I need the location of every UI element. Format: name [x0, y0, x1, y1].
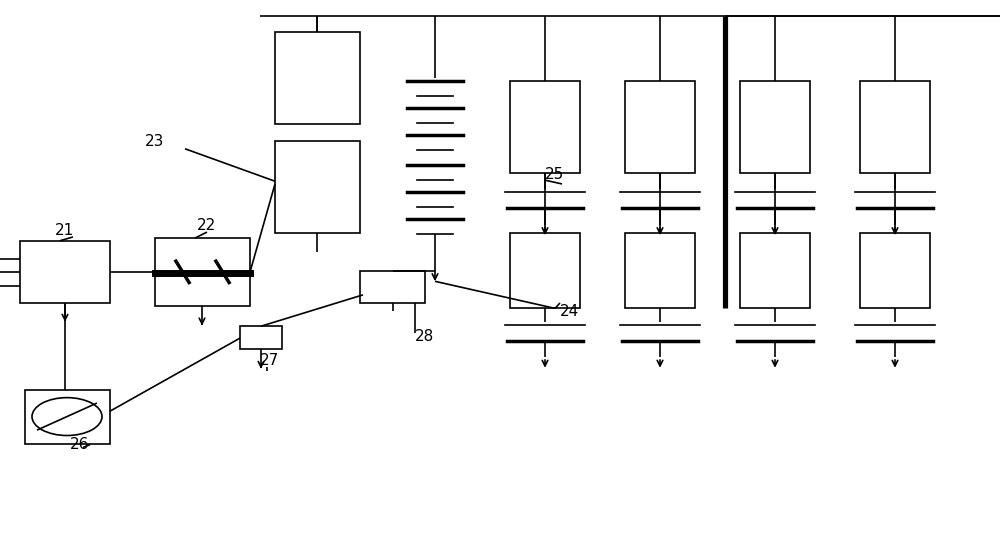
Bar [625, 81, 695, 173]
Text: 26: 26 [70, 437, 89, 452]
Bar [510, 81, 580, 173]
Bar [740, 81, 810, 173]
Bar [275, 32, 360, 124]
Bar [625, 233, 695, 308]
Text: 22: 22 [197, 218, 216, 233]
Bar [25, 390, 110, 444]
Text: 27: 27 [260, 353, 279, 368]
Bar [275, 141, 360, 233]
Bar [20, 241, 110, 303]
Text: 28: 28 [415, 329, 434, 344]
Text: 21: 21 [55, 223, 74, 239]
Bar [740, 233, 810, 308]
Text: 24: 24 [560, 305, 579, 320]
Bar [860, 233, 930, 308]
Bar [860, 81, 930, 173]
Bar [240, 326, 282, 349]
Text: 25: 25 [545, 167, 564, 182]
Text: 23: 23 [145, 134, 164, 149]
Bar [510, 233, 580, 308]
Bar [360, 270, 425, 303]
Bar [155, 238, 250, 306]
